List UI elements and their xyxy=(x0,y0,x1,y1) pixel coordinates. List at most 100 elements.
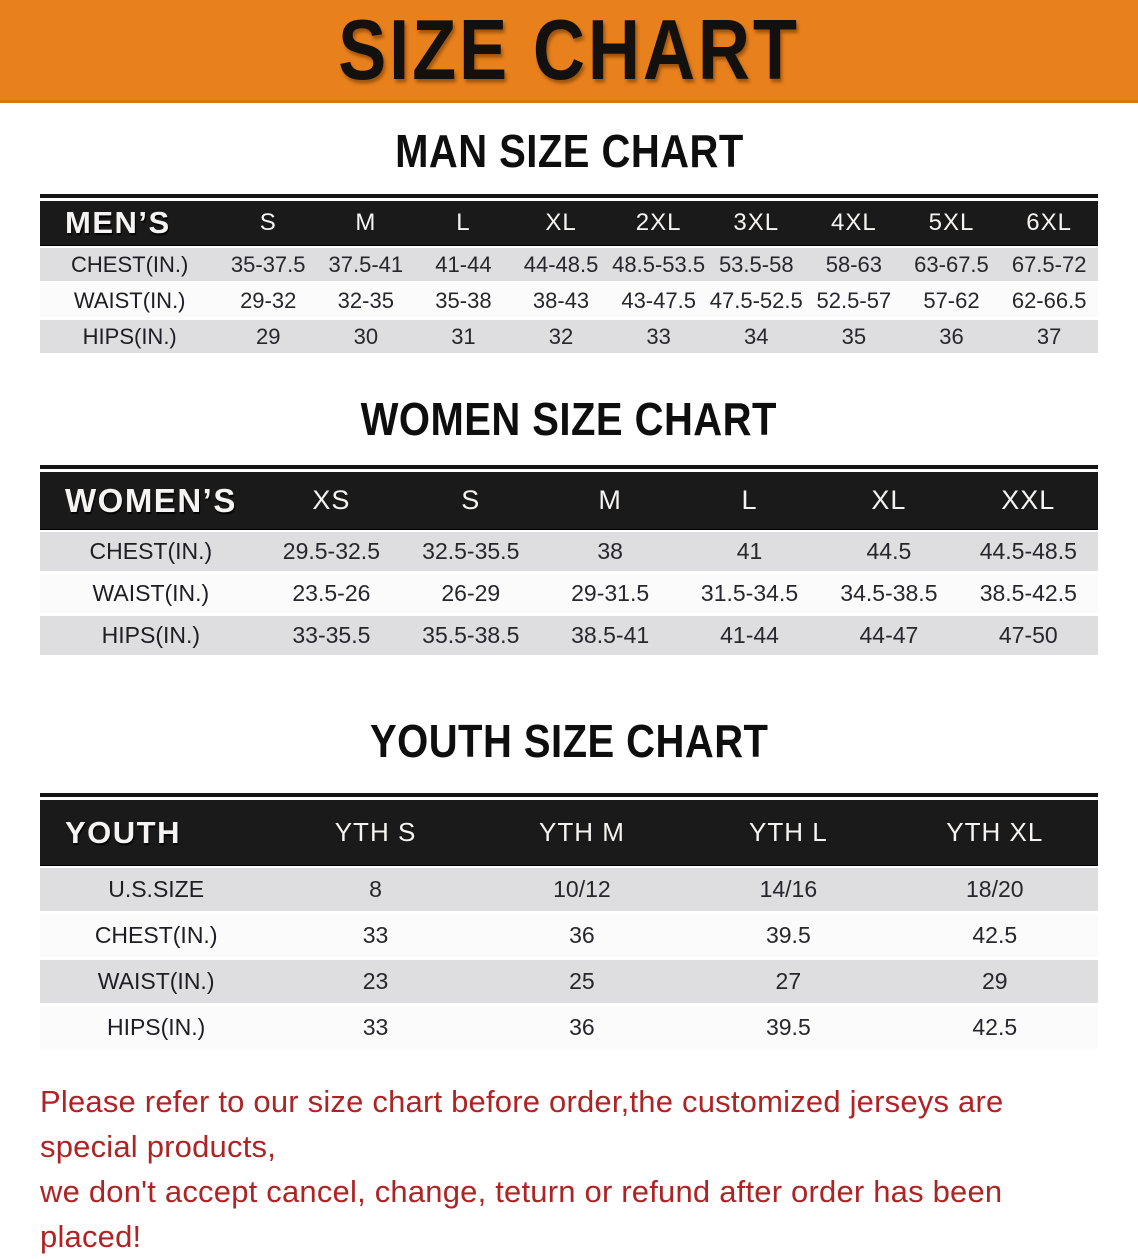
size-column-header: M xyxy=(540,472,680,529)
size-value-cell: 33 xyxy=(272,1006,479,1049)
womens-size-table-frame: WOMEN’S XS S M L XL XXL CHEST(IN.) 29.5-32.5 32.5… xyxy=(40,465,1098,658)
size-value-cell: 35-38 xyxy=(414,284,513,317)
table-row: U.S.SIZE 8 10/12 14/16 18/20 xyxy=(40,868,1098,911)
size-column-header: XXL xyxy=(958,472,1098,529)
table-corner-label: MEN’S xyxy=(40,201,220,245)
size-value-cell: 67.5-72 xyxy=(1000,248,1098,281)
size-value-cell: 33 xyxy=(272,914,479,957)
size-chart-banner: SIZE CHART xyxy=(0,0,1138,103)
size-value-cell: 44.5-48.5 xyxy=(958,532,1098,571)
measurement-row-label: WAIST(IN.) xyxy=(40,960,273,1003)
size-value-cell: 23 xyxy=(272,960,479,1003)
size-value-cell: 30 xyxy=(317,320,415,353)
measurement-row-label: U.S.SIZE xyxy=(40,868,273,911)
man-section-title: MAN SIZE CHART xyxy=(0,126,1138,178)
size-value-cell: 32 xyxy=(512,320,610,353)
table-row: CHEST(IN.) 35-37.5 37.5-41 41-44 44-48.5 48.5… xyxy=(40,248,1098,281)
size-value-cell: 25 xyxy=(478,960,686,1003)
size-column-header: YTH XL xyxy=(891,800,1098,865)
youth-section-title: YOUTH SIZE CHART xyxy=(0,716,1138,768)
table-corner-label: WOMEN’S xyxy=(40,472,262,529)
size-value-cell: 35.5-38.5 xyxy=(401,616,541,655)
size-value-cell: 36 xyxy=(478,914,686,957)
size-value-cell: 37 xyxy=(1000,320,1098,353)
size-column-header: YTH L xyxy=(685,800,892,865)
women-section-title: WOMEN SIZE CHART xyxy=(0,394,1138,446)
size-value-cell: 8 xyxy=(272,868,479,911)
size-value-cell: 29 xyxy=(219,320,318,353)
size-column-header: S xyxy=(219,201,318,245)
size-value-cell: 35-37.5 xyxy=(219,248,318,281)
size-column-header: 2XL xyxy=(609,201,708,245)
mens-size-table: MEN’S S M L XL 2XL 3XL 4XL 5XL 6XL CHEST(IN.) 35-37… xyxy=(40,198,1098,356)
table-row: WAIST(IN.) 23 25 27 29 xyxy=(40,960,1098,1003)
size-value-cell: 31.5-34.5 xyxy=(679,574,820,613)
size-column-header: 3XL xyxy=(707,201,806,245)
size-column-header: 6XL xyxy=(1000,201,1098,245)
womens-size-table: WOMEN’S XS S M L XL XXL CHEST(IN.) 29.5-32.5 32.5… xyxy=(40,469,1098,658)
measurement-row-label: WAIST(IN.) xyxy=(40,284,220,317)
table-row: WAIST(IN.) 29-32 32-35 35-38 38-43 43-47.5 47.… xyxy=(40,284,1098,317)
man-section-title-text: MAN SIZE CHART xyxy=(394,126,744,178)
mens-size-table-frame: MEN’S S M L XL 2XL 3XL 4XL 5XL 6XL CHEST(IN.) 35-37… xyxy=(40,194,1098,356)
table-row: HIPS(IN.) 33-35.5 35.5-38.5 38.5-41 41-44 44-… xyxy=(40,616,1098,655)
size-value-cell: 29.5-32.5 xyxy=(261,532,402,571)
measurement-row-label: WAIST(IN.) xyxy=(40,574,262,613)
size-value-cell: 41-44 xyxy=(414,248,513,281)
size-column-header: 5XL xyxy=(902,201,1001,245)
size-value-cell: 58-63 xyxy=(805,248,903,281)
size-value-cell: 38-43 xyxy=(512,284,610,317)
size-value-cell: 38.5-41 xyxy=(540,616,680,655)
table-corner-label: YOUTH xyxy=(40,800,273,865)
disclaimer-line-2: we don't accept cancel, change, teturn o… xyxy=(40,1174,1003,1254)
size-value-cell: 10/12 xyxy=(478,868,686,911)
size-value-cell: 35 xyxy=(805,320,903,353)
size-value-cell: 29 xyxy=(891,960,1098,1003)
women-section-title-text: WOMEN SIZE CHART xyxy=(360,394,778,446)
measurement-row-label: CHEST(IN.) xyxy=(40,532,262,571)
measurement-row-label: HIPS(IN.) xyxy=(40,320,220,353)
size-value-cell: 42.5 xyxy=(891,914,1098,957)
table-row: CHEST(IN.) 33 36 39.5 42.5 xyxy=(40,914,1098,957)
size-value-cell: 44-47 xyxy=(819,616,959,655)
disclaimer-line-1: Please refer to our size chart before or… xyxy=(40,1084,1004,1164)
size-value-cell: 43-47.5 xyxy=(609,284,708,317)
size-value-cell: 53.5-58 xyxy=(707,248,806,281)
size-value-cell: 14/16 xyxy=(685,868,892,911)
size-value-cell: 34 xyxy=(707,320,806,353)
size-value-cell: 62-66.5 xyxy=(1000,284,1098,317)
banner-title: SIZE CHART xyxy=(338,2,800,98)
size-value-cell: 38 xyxy=(540,532,680,571)
size-value-cell: 48.5-53.5 xyxy=(609,248,708,281)
size-value-cell: 29-32 xyxy=(219,284,318,317)
size-value-cell: 32-35 xyxy=(317,284,415,317)
disclaimer-text: Please refer to our size chart before or… xyxy=(40,1079,1100,1259)
size-value-cell: 31 xyxy=(414,320,513,353)
size-value-cell: 23.5-26 xyxy=(261,574,402,613)
size-value-cell: 39.5 xyxy=(685,1006,892,1049)
size-value-cell: 36 xyxy=(478,1006,686,1049)
measurement-row-label: CHEST(IN.) xyxy=(40,914,273,957)
size-value-cell: 52.5-57 xyxy=(805,284,903,317)
measurement-row-label: HIPS(IN.) xyxy=(40,616,262,655)
size-column-header: XL xyxy=(819,472,959,529)
size-column-header: M xyxy=(317,201,415,245)
table-row: HIPS(IN.) 29 30 31 32 33 34 35 36 37 xyxy=(40,320,1098,353)
table-row: WAIST(IN.) 23.5-26 26-29 29-31.5 31.5-34.5 34… xyxy=(40,574,1098,613)
size-value-cell: 47.5-52.5 xyxy=(707,284,806,317)
size-value-cell: 39.5 xyxy=(685,914,892,957)
size-column-header: S xyxy=(401,472,541,529)
size-column-header: YTH S xyxy=(272,800,479,865)
size-column-header: L xyxy=(414,201,513,245)
size-value-cell: 44-48.5 xyxy=(512,248,610,281)
size-value-cell: 33-35.5 xyxy=(261,616,402,655)
size-column-header: XL xyxy=(512,201,610,245)
size-column-header: YTH M xyxy=(478,800,686,865)
size-value-cell: 34.5-38.5 xyxy=(819,574,959,613)
size-value-cell: 27 xyxy=(685,960,892,1003)
measurement-row-label: CHEST(IN.) xyxy=(40,248,220,281)
youth-section-title-text: YOUTH SIZE CHART xyxy=(369,716,769,768)
size-value-cell: 37.5-41 xyxy=(317,248,415,281)
youth-size-table: YOUTH YTH S YTH M YTH L YTH XL U.S.SIZE 8 10/12… xyxy=(40,797,1098,1052)
size-value-cell: 18/20 xyxy=(891,868,1098,911)
